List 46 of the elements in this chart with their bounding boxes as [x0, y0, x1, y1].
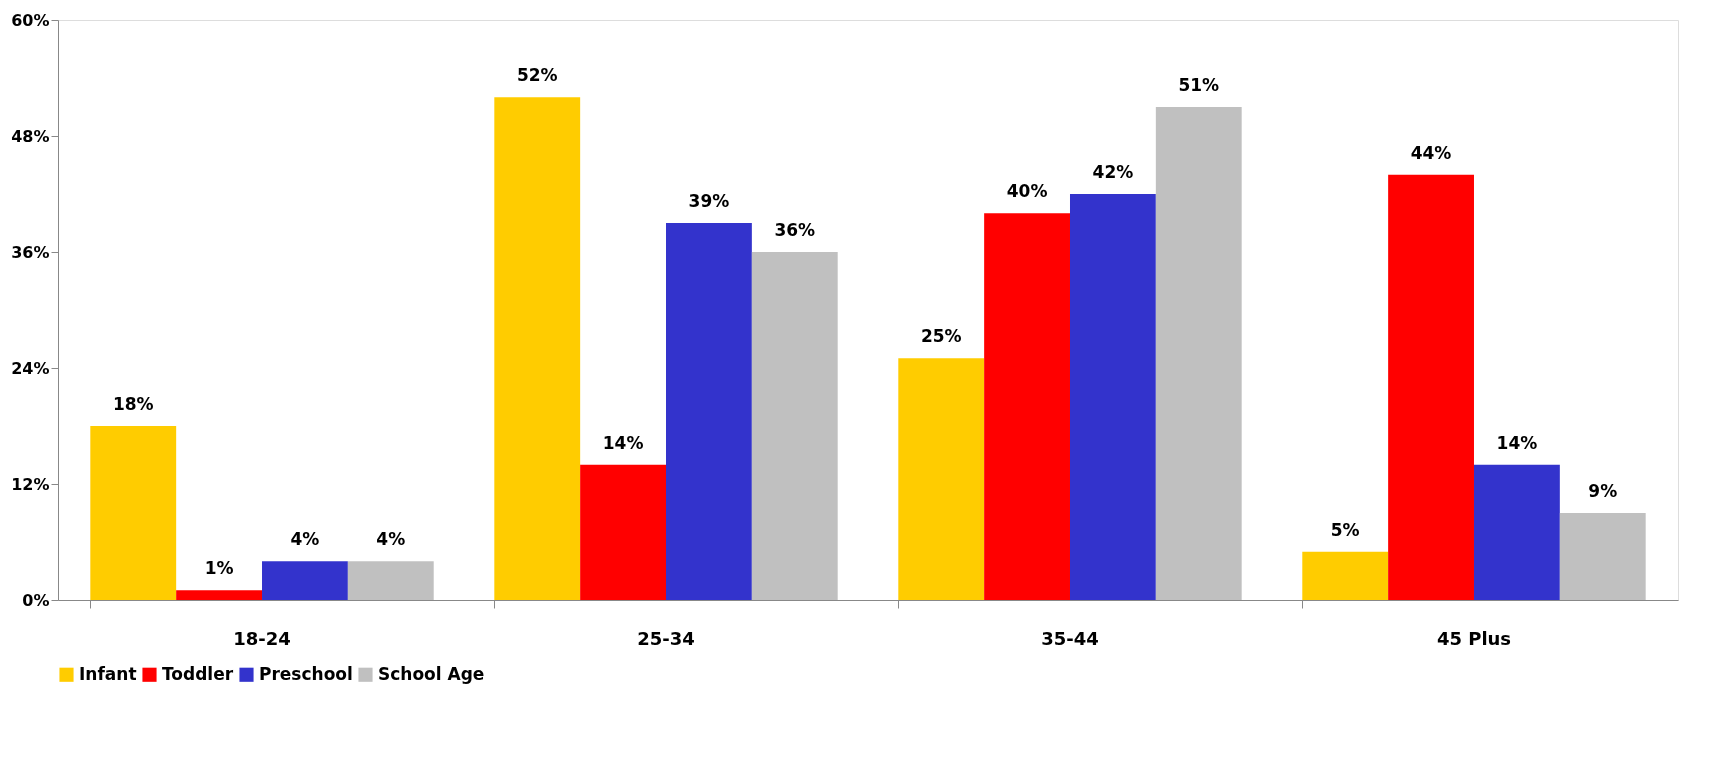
legend-label: Infant [79, 663, 137, 684]
y-tick-label: 12% [11, 474, 50, 494]
data-label: 4% [376, 529, 406, 550]
data-label: 5% [1330, 519, 1360, 540]
data-label: 4% [290, 529, 320, 550]
x-tick-label: 45 Plus [1436, 627, 1512, 649]
data-label: 42% [1092, 162, 1134, 182]
y-tick-label: 48% [11, 126, 50, 146]
x-tick-label: 25-34 [637, 627, 695, 649]
y-tick-label: 0% [22, 590, 50, 610]
y-tick-label: 36% [11, 242, 50, 262]
data-label: 14% [1496, 432, 1538, 453]
y-tick-label: 60% [11, 10, 50, 30]
bar [347, 561, 434, 600]
data-label: 25% [920, 326, 962, 347]
bar [751, 252, 838, 600]
bar [898, 358, 985, 600]
data-label: 51% [1178, 75, 1220, 95]
legend-label: School Age [378, 663, 485, 684]
legend-label: Preschool [259, 663, 353, 684]
bar [666, 223, 752, 600]
x-tick-label: 18-24 [233, 627, 291, 649]
data-label: 9% [1588, 481, 1618, 501]
legend-label: Toddler [162, 663, 234, 684]
x-tick-label: 35-44 [1041, 627, 1099, 649]
data-label: 52% [516, 65, 558, 86]
data-label: 36% [774, 220, 816, 240]
data-label: 14% [602, 432, 644, 453]
bar [1473, 464, 1560, 600]
data-label: 40% [1006, 181, 1048, 202]
bar [580, 464, 666, 600]
bar [1388, 174, 1474, 600]
bar [1070, 194, 1156, 600]
bar [176, 590, 263, 600]
bar [984, 213, 1070, 600]
bar [262, 561, 348, 600]
bar [1155, 107, 1242, 600]
y-tick-label: 24% [11, 358, 50, 378]
bar [1559, 513, 1646, 600]
bar [1302, 551, 1389, 600]
bar [90, 426, 177, 600]
data-label: 44% [1410, 142, 1452, 163]
data-label: 39% [688, 191, 730, 211]
data-label: 18% [112, 394, 154, 414]
bar [494, 97, 581, 600]
data-label: 1% [204, 558, 234, 579]
